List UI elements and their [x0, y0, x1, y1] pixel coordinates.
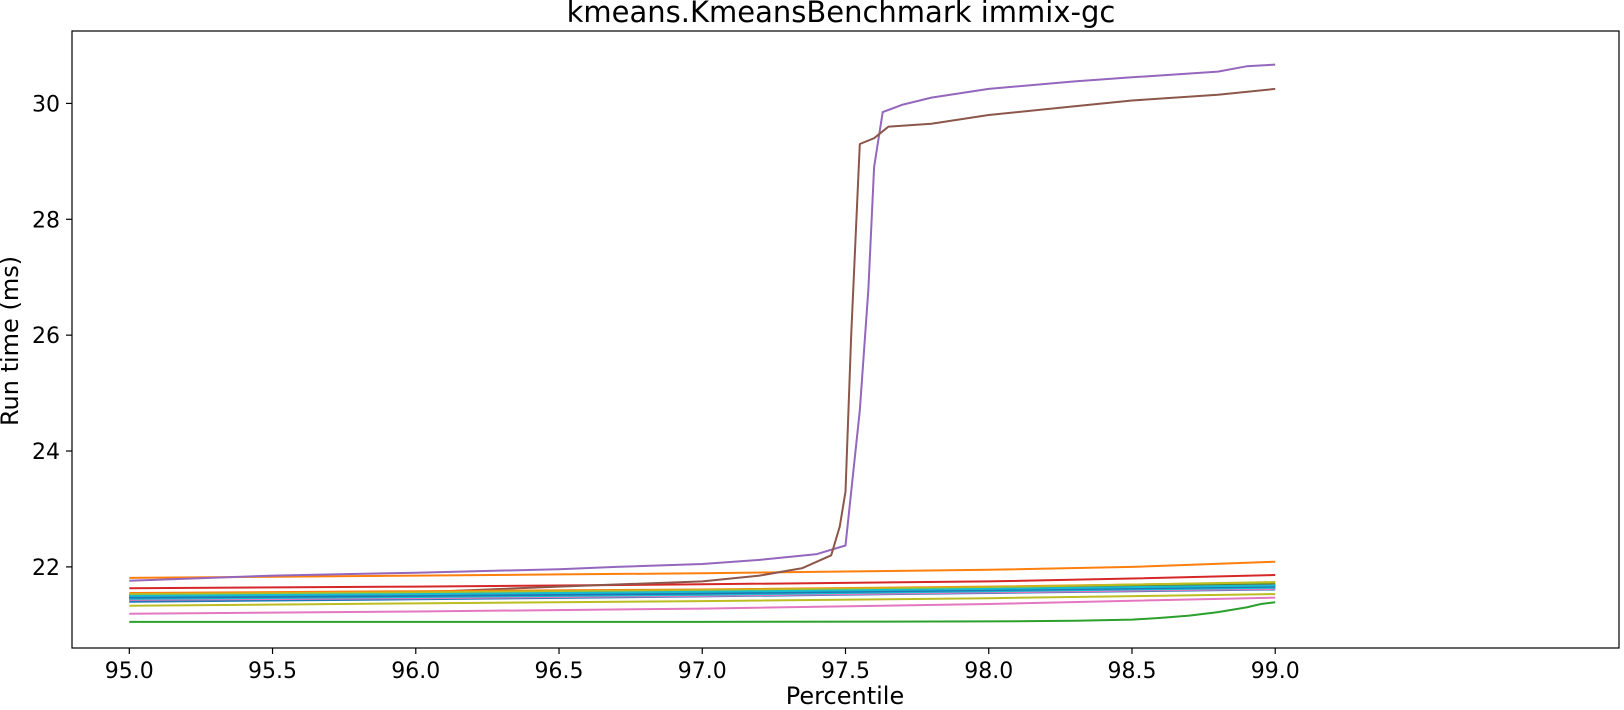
series-line-2	[129, 560, 1276, 579]
y-axis-label: Run time (ms)	[0, 256, 24, 426]
series-line-5	[129, 63, 1276, 582]
plot-frame	[71, 30, 1620, 649]
series-line-19	[129, 581, 1276, 596]
series-line-22	[129, 584, 1276, 597]
series-line-17	[129, 587, 1276, 601]
series-line-6	[129, 87, 1276, 602]
chart-title: kmeans.KmeansBenchmark immix-gc	[567, 0, 1116, 29]
plot-area	[129, 63, 1276, 623]
y-tick-label: 30	[32, 92, 60, 117]
x-tick-label: 97.0	[678, 659, 727, 684]
y-tick-label: 28	[32, 208, 60, 233]
x-tick-label: 96.0	[391, 659, 440, 684]
x-tick-label: 95.0	[105, 659, 154, 684]
series-line-9	[129, 593, 1276, 607]
x-axis-label: Percentile	[786, 682, 904, 710]
x-tick-label: 98.5	[1107, 659, 1156, 684]
x-tick-label: 96.5	[535, 659, 584, 684]
y-tick-label: 22	[32, 556, 60, 581]
y-axis: 22 24 26 28 30	[32, 92, 72, 581]
series-line-3	[129, 601, 1276, 623]
series-line-7	[129, 596, 1276, 615]
x-axis: 95.0 95.5 96.0 96.5 97.0 97.5 98.0 98.5 99.0	[105, 648, 1300, 684]
series-line-4	[129, 574, 1276, 590]
x-tick-label: 95.5	[248, 659, 297, 684]
y-tick-label: 26	[32, 324, 60, 349]
x-tick-label: 97.5	[821, 659, 870, 684]
x-tick-label: 98.0	[964, 659, 1013, 684]
x-tick-label: 99.0	[1251, 659, 1300, 684]
y-tick-label: 24	[32, 440, 60, 465]
series-line-21	[129, 585, 1276, 599]
series-line-20	[129, 586, 1276, 600]
